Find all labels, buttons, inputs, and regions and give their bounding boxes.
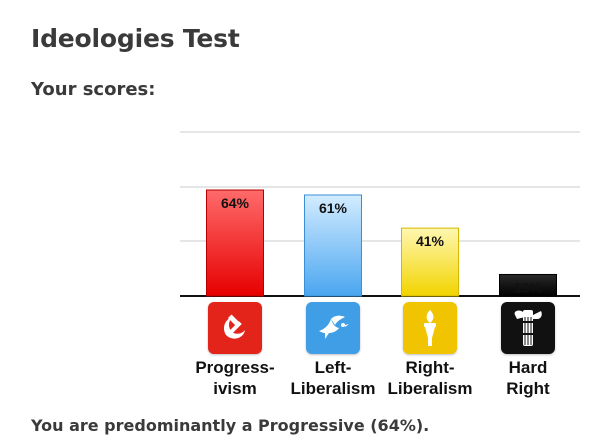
bar-3	[499, 273, 557, 297]
bar-value-label: 64%	[221, 195, 250, 211]
bar-value-label: 61%	[319, 200, 348, 216]
chart-bars	[206, 189, 557, 297]
bar-value-label: 13%	[514, 279, 543, 295]
scores-heading: Your scores:	[31, 79, 156, 100]
result-summary: You are predominantly a Progressive (64%…	[31, 416, 430, 435]
chart-value-labels: 64% 61% 41% 13%	[221, 195, 543, 295]
page-title: Ideologies Test	[31, 24, 240, 53]
bar-2	[401, 227, 459, 297]
bar-0	[206, 189, 264, 297]
bar-1	[304, 194, 362, 297]
bar-value-label: 41%	[416, 233, 445, 249]
